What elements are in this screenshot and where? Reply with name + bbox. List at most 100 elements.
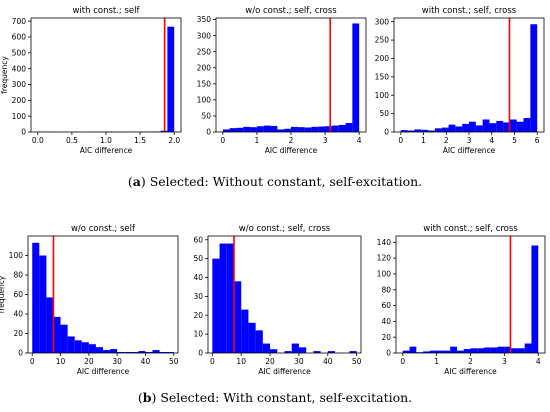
histogram-bar xyxy=(429,350,437,353)
histogram-bar xyxy=(400,130,408,132)
histogram-bar xyxy=(414,129,422,132)
y-tick-label: 400 xyxy=(12,64,27,73)
histogram-bar xyxy=(219,243,227,353)
histogram-bar xyxy=(530,24,538,132)
histogram-bar xyxy=(327,351,336,353)
x-tick-label: 2 xyxy=(444,136,449,145)
histogram-bar xyxy=(484,347,491,353)
x-tick-label: 10 xyxy=(56,357,66,366)
chart-title: with const.; self xyxy=(72,6,140,16)
y-tick-label: 200 xyxy=(197,63,212,72)
histogram-bar xyxy=(166,352,174,353)
y-tick-label: 10 xyxy=(193,330,203,339)
y-tick-label: 600 xyxy=(12,33,27,42)
chart-5: 0 10 20 30 40 50 0 10 20 30 40 50 60 w/o const.; self… xyxy=(193,224,361,376)
x-tick-label: 3 xyxy=(502,357,507,366)
caption-b-label: b xyxy=(142,390,152,405)
x-tick-label: 20 xyxy=(84,357,94,366)
histogram-bar xyxy=(477,348,485,353)
x-tick-label: 40 xyxy=(141,357,151,366)
histogram-bar xyxy=(212,258,220,353)
x-tick-label: 4 xyxy=(536,357,541,366)
y-tick-label: 0 xyxy=(384,128,389,137)
chart-title: w/o const.; self, cross xyxy=(239,224,331,234)
y-tick-label: 40 xyxy=(13,310,23,319)
histogram-bar xyxy=(256,126,264,132)
y-tick-label: 250 xyxy=(197,47,212,56)
histogram-bar xyxy=(229,128,237,132)
histogram-bar xyxy=(443,350,451,353)
histogram-bar xyxy=(490,347,498,353)
x-tick-label: 0 xyxy=(210,357,215,366)
histogram-bar xyxy=(523,118,531,132)
histogram-bar xyxy=(298,347,307,353)
histogram-bar xyxy=(441,127,449,132)
histogram-bar xyxy=(145,352,153,353)
histogram-bar xyxy=(46,297,54,353)
histogram-bar xyxy=(470,348,478,353)
histogram-bar xyxy=(255,330,263,353)
x-tick-label: 2.0 xyxy=(168,136,180,145)
y-tick-label: 300 xyxy=(197,31,212,40)
histogram-bar xyxy=(53,316,61,353)
x-tick-label: 0.0 xyxy=(32,136,44,145)
histogram-bar xyxy=(250,127,257,132)
histogram-bar xyxy=(469,121,476,132)
chart-1: 0.0 0.5 1.0 1.5 2.0 0 100 200 300 400 500 600 700 wit… xyxy=(0,6,182,155)
histogram-bar xyxy=(345,123,353,132)
histogram-bar xyxy=(511,348,518,353)
x-tick-label: 0.5 xyxy=(66,136,78,145)
chart-title: with const.; self, cross xyxy=(422,6,517,16)
x-tick-label: 2 xyxy=(289,136,294,145)
histogram-bar xyxy=(489,123,497,132)
y-tick-label: 40 xyxy=(381,317,391,326)
histogram-bar xyxy=(138,351,146,353)
histogram-bar xyxy=(226,243,234,353)
histogram-bar xyxy=(103,350,111,353)
y-tick-label: 300 xyxy=(12,80,27,89)
histogram-bar xyxy=(60,324,68,353)
histogram-bar xyxy=(131,352,139,353)
histogram-bar xyxy=(516,121,524,132)
histogram-bar xyxy=(428,130,435,132)
histogram-bar xyxy=(291,126,298,132)
y-tick-label: 60 xyxy=(13,290,23,299)
x-tick-label: 30 xyxy=(294,357,304,366)
x-tick-label: 4 xyxy=(489,136,494,145)
histogram-bar xyxy=(434,128,442,132)
y-tick-label: 250 xyxy=(375,36,390,45)
histogram-bar xyxy=(450,346,457,353)
y-tick-label: 100 xyxy=(377,270,392,279)
histogram-bar xyxy=(159,352,167,353)
y-tick-label: 200 xyxy=(12,96,27,105)
caption-a-label: a xyxy=(132,174,141,189)
histogram-bar xyxy=(407,130,415,132)
x-axis-label: AIC difference xyxy=(444,367,497,376)
histogram-bar xyxy=(167,26,175,132)
y-tick-label: 350 xyxy=(197,15,212,24)
chart-4: 0 10 20 30 40 50 0 20 40 60 80 100 w/o const.; self A… xyxy=(0,224,179,376)
histogram-bar xyxy=(509,119,517,132)
histogram-bar xyxy=(95,347,103,353)
histogram-bar xyxy=(352,23,360,133)
histogram-bar xyxy=(496,120,504,132)
histogram-bar xyxy=(456,350,464,353)
y-tick-label: 20 xyxy=(381,333,391,342)
y-tick-label: 150 xyxy=(197,79,212,88)
x-tick-label: 50 xyxy=(169,357,179,366)
y-tick-label: 200 xyxy=(375,54,390,63)
y-axis-label: frequency xyxy=(0,56,9,94)
plot-frame xyxy=(30,17,182,133)
histogram-bar xyxy=(475,125,483,132)
x-tick-label: 10 xyxy=(236,357,246,366)
histogram-bar xyxy=(503,122,510,132)
histogram-bar xyxy=(236,127,244,132)
y-tick-label: 150 xyxy=(375,72,390,81)
histogram-bar xyxy=(313,351,321,353)
y-tick-label: 50 xyxy=(201,112,211,121)
x-axis-label: AIC difference xyxy=(443,146,496,155)
x-tick-label: 0 xyxy=(400,357,405,366)
histogram-bar xyxy=(304,127,312,132)
histogram-bar xyxy=(462,123,469,132)
